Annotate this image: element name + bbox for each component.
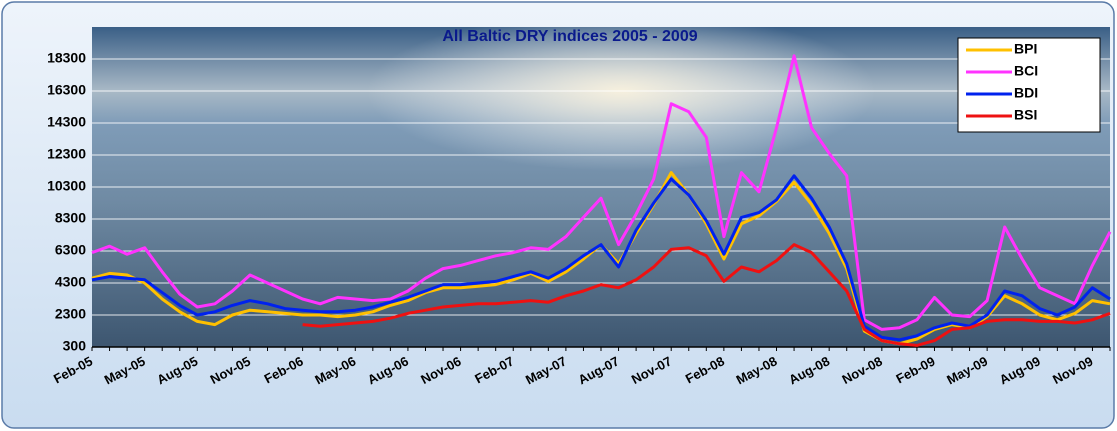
- legend-label: BDI: [1014, 85, 1038, 101]
- series-line: [91, 54, 1112, 331]
- y-tick-label: 2300: [55, 306, 86, 322]
- y-tick-label: 18300: [47, 50, 86, 66]
- y-tick-label: 14300: [47, 114, 86, 130]
- legend: BPI BCI BDI BSI: [957, 37, 1101, 133]
- y-tick-label: 12300: [47, 146, 86, 162]
- y-tick-label: 300: [63, 338, 87, 354]
- series-line: [302, 243, 1111, 347]
- y-tick-label: 10300: [47, 178, 86, 194]
- y-tick-label: 4300: [55, 274, 86, 290]
- legend-label: BPI: [1014, 41, 1037, 57]
- y-tick-label: 16300: [47, 82, 86, 98]
- series-line: [91, 174, 1111, 342]
- y-tick-label: 6300: [55, 242, 86, 258]
- chart-title: All Baltic DRY indices 2005 - 2009: [442, 28, 697, 45]
- legend-label: BSI: [1014, 107, 1037, 123]
- y-tick-label: 8300: [55, 210, 86, 226]
- legend-label: BCI: [1014, 63, 1038, 79]
